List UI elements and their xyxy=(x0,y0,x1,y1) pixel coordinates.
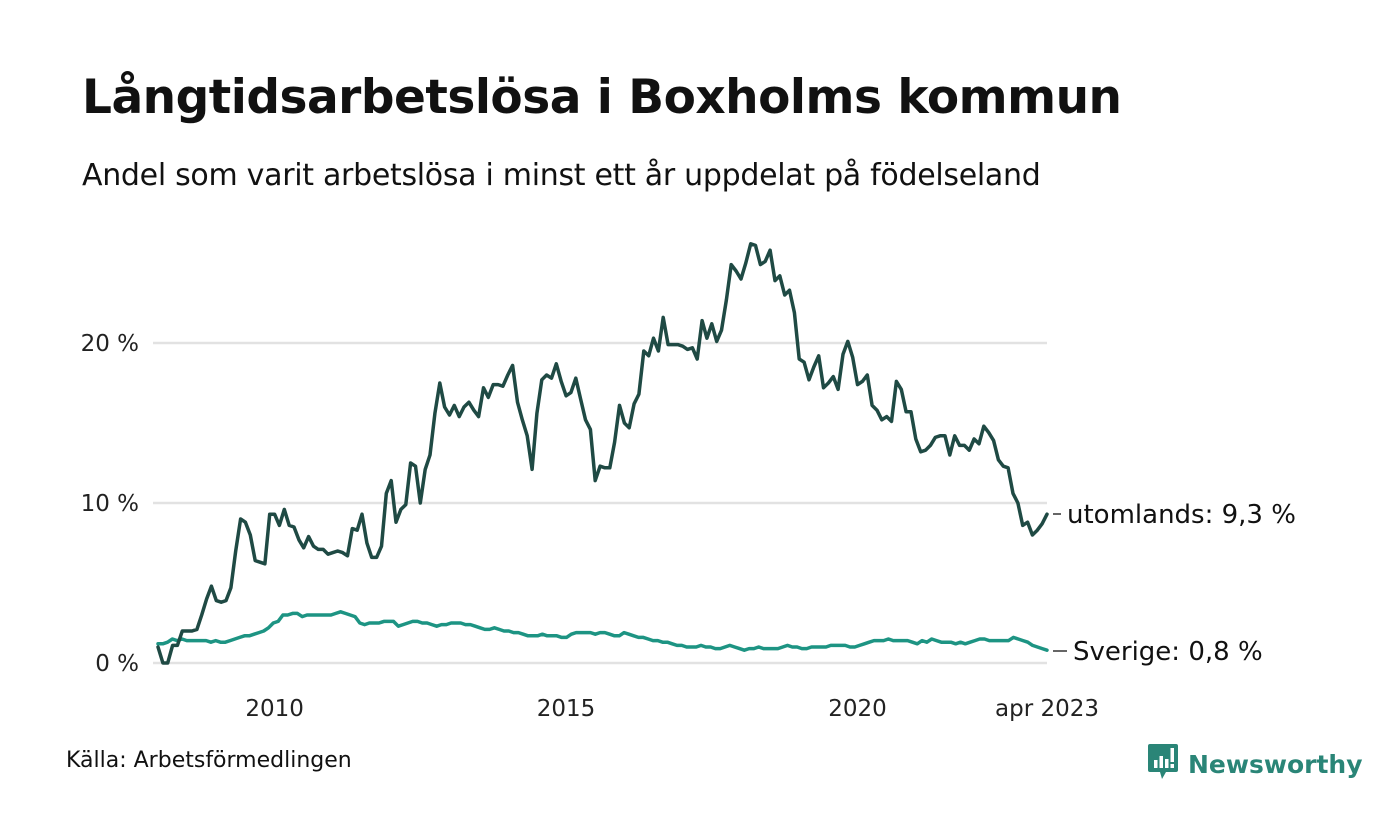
end-labels: utomlands: 9,3 % Sverige: 0,8 % xyxy=(1053,500,1296,667)
series-line-utomlands xyxy=(156,242,1049,665)
x-tick-label: apr 2023 xyxy=(995,696,1099,722)
chart-subtitle: Andel som varit arbetslösa i minst ett å… xyxy=(82,158,1041,193)
x-tick-label: 2015 xyxy=(537,696,596,722)
chart-title: Långtidsarbetslösa i Boxholms kommun xyxy=(82,70,1122,125)
newsworthy-chart-bubble-icon xyxy=(1148,744,1178,784)
x-axis-ticks: 2010 2015 2020 apr 2023 xyxy=(245,696,1099,722)
y-tick-label: 20 % xyxy=(81,331,139,357)
end-label-sverige: Sverige: 0,8 % xyxy=(1073,637,1263,667)
y-axis-ticks: 0 % 10 % 20 % xyxy=(81,331,139,677)
source-note: Källa: Arbetsförmedlingen xyxy=(66,748,352,773)
end-label-utomlands: utomlands: 9,3 % xyxy=(1067,500,1296,530)
gridlines xyxy=(153,341,1047,665)
series-line-sverige xyxy=(156,610,1049,652)
series-lines xyxy=(156,242,1049,665)
y-tick-label: 10 % xyxy=(81,491,139,517)
newsworthy-logo[interactable]: Newsworthy xyxy=(1148,744,1363,784)
x-tick-label: 2020 xyxy=(828,696,887,722)
y-tick-label: 0 % xyxy=(95,651,139,677)
x-tick-label: 2010 xyxy=(245,696,304,722)
newsworthy-brand-text: Newsworthy xyxy=(1188,749,1363,779)
